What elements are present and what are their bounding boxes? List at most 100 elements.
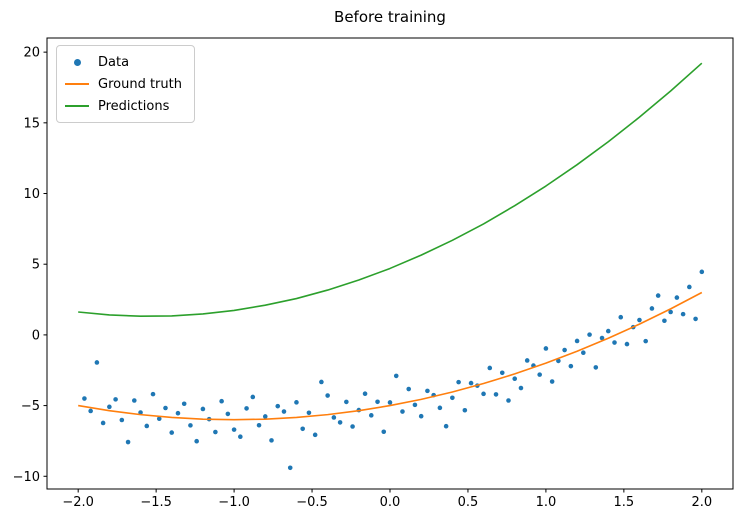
- legend-entry-data: Data: [65, 51, 182, 73]
- scatter-point: [181, 401, 187, 407]
- scatter-point: [132, 398, 137, 403]
- scatter-point: [231, 427, 237, 432]
- scatter-point: [287, 465, 293, 471]
- x-tick-label: −2.0: [62, 495, 94, 510]
- scatter-point: [624, 341, 630, 347]
- scatter-point: [418, 413, 424, 419]
- scatter-point: [144, 423, 150, 429]
- y-tick-label: −5: [21, 399, 40, 414]
- y-tick-label: 0: [32, 328, 40, 343]
- x-tick-label: −0.5: [296, 495, 328, 510]
- scatter-point: [300, 426, 305, 432]
- scatter-point: [637, 317, 642, 323]
- scatter-point: [562, 347, 567, 353]
- series-line-predictions: [78, 62, 703, 318]
- scatter-point: [450, 395, 455, 401]
- scatter-point: [262, 414, 268, 419]
- legend-label: Data: [98, 54, 130, 70]
- scatter-point: [599, 335, 605, 341]
- legend: Data Ground truth Predictions: [56, 45, 195, 123]
- x-tick-label: −1.0: [218, 495, 250, 510]
- scatter-point: [94, 360, 100, 365]
- scatter-point: [487, 365, 493, 371]
- scatter-point: [543, 346, 549, 351]
- scatter-point: [556, 358, 561, 364]
- scatter-point: [194, 438, 199, 444]
- scatter-point: [337, 420, 343, 425]
- scatter-point: [256, 422, 262, 428]
- scatter-point: [605, 328, 611, 334]
- scatter-point: [393, 373, 399, 379]
- scatter-point: [387, 400, 393, 405]
- scatter-point: [312, 432, 318, 438]
- scatter-point: [400, 409, 405, 414]
- x-tick-label: −1.5: [140, 495, 172, 510]
- legend-entry-predictions: Predictions: [65, 95, 182, 117]
- scatter-point: [238, 434, 243, 439]
- scatter-point: [100, 420, 106, 426]
- scatter-point: [674, 295, 680, 300]
- scatter-point: [425, 388, 430, 394]
- scatter-point: [107, 404, 112, 410]
- scatter-point: [406, 386, 412, 392]
- scatter-point: [269, 438, 274, 443]
- scatter-point: [125, 439, 131, 445]
- scatter-point: [88, 408, 93, 414]
- legend-label: Predictions: [98, 98, 170, 114]
- scatter-point: [213, 429, 218, 435]
- scatter-point: [499, 370, 505, 376]
- scatter-point: [512, 376, 518, 382]
- scatter-point: [169, 430, 175, 435]
- scatter-point: [481, 391, 486, 397]
- scatter-point: [693, 316, 698, 322]
- scatter-point: [381, 429, 387, 435]
- scatter-point: [331, 415, 337, 420]
- scatter-point: [188, 423, 193, 428]
- scatter-point: [581, 350, 586, 356]
- scatter-point: [362, 391, 368, 397]
- scatter-point: [506, 398, 511, 403]
- scatter-point: [350, 424, 355, 429]
- scatter-point: [113, 397, 118, 402]
- chart-title: Before training: [334, 8, 446, 26]
- scatter-point: [687, 284, 692, 290]
- x-tick-label: 0.0: [380, 495, 401, 510]
- line-marker-icon: [65, 105, 89, 107]
- scatter-point: [244, 406, 249, 411]
- scatter-point: [275, 403, 281, 409]
- scatter-point: [462, 407, 468, 413]
- y-tick-label: −10: [13, 470, 40, 485]
- scatter-point: [443, 423, 449, 429]
- scatter-point: [437, 405, 443, 411]
- y-tick-label: 10: [23, 187, 40, 202]
- series-line-ground-truth: [78, 291, 703, 421]
- scatter-point: [668, 309, 673, 315]
- scatter-point: [119, 417, 125, 423]
- scatter-point: [225, 411, 231, 417]
- scatter-point: [587, 332, 592, 337]
- scatter-point: [612, 340, 617, 345]
- scatter-point: [680, 311, 686, 317]
- legend-label: Ground truth: [98, 76, 182, 92]
- scatter-point: [643, 338, 648, 344]
- scatter-point: [456, 379, 461, 385]
- scatter-point: [493, 392, 499, 397]
- scatter-point: [524, 358, 530, 363]
- scatter-point: [82, 396, 87, 401]
- scatter-point: [319, 379, 324, 385]
- line-marker-icon: [65, 83, 89, 85]
- scatter-point: [368, 413, 374, 418]
- scatter-point: [574, 338, 580, 344]
- scatter-point: [250, 394, 256, 400]
- scatter-point: [412, 402, 418, 408]
- scatter-point: [518, 385, 524, 391]
- x-tick-label: 2.0: [691, 495, 712, 510]
- legend-entry-ground-truth: Ground truth: [65, 73, 182, 95]
- scatter-point: [699, 269, 705, 275]
- scatter-point: [325, 393, 330, 398]
- x-tick-label: 1.0: [536, 495, 557, 510]
- scatter-point: [344, 399, 349, 405]
- scatter-point: [306, 410, 312, 416]
- scatter-point: [219, 398, 224, 404]
